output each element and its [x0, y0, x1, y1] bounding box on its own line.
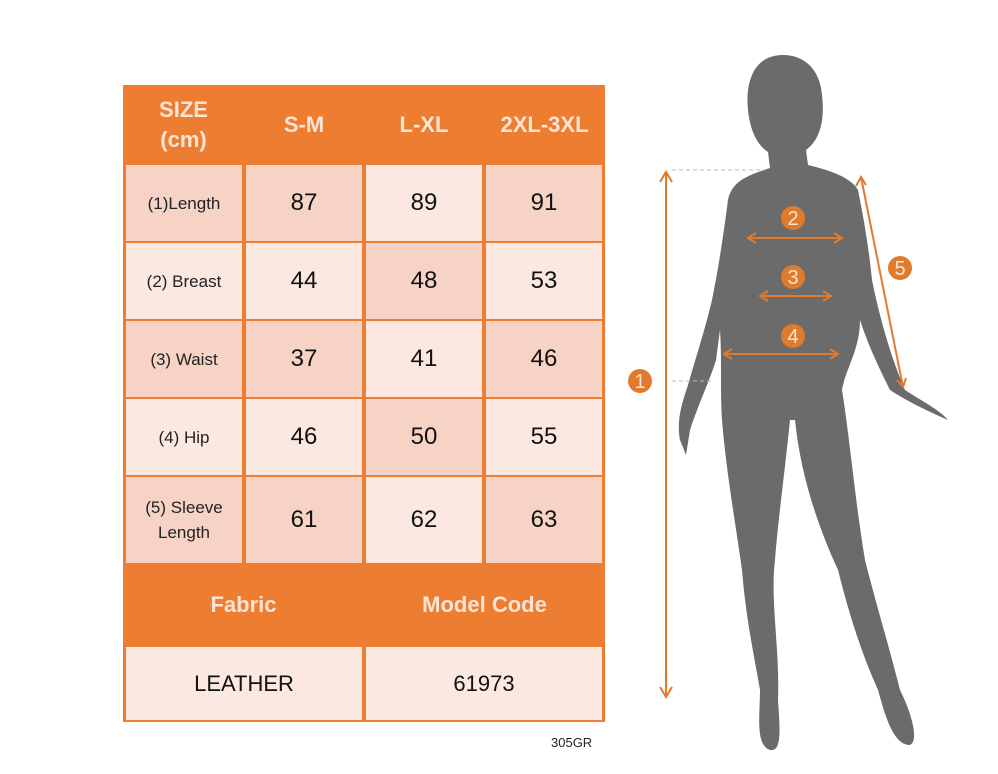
header-size: SIZE (cm) — [159, 97, 208, 152]
marker-label: 3 — [787, 267, 798, 289]
size-chart-table: SIZE (cm) S-M L-XL 2XL-3XL (1)Length 87 89… — [123, 85, 605, 722]
woman-silhouette — [678, 55, 948, 751]
row-label: (5) Sleeve Length — [126, 477, 242, 563]
marker-label: 5 — [894, 258, 905, 280]
row-label: (2) Breast — [126, 243, 242, 319]
header-fabric: Fabric — [210, 592, 277, 617]
marker-2: 2 — [781, 206, 805, 230]
size-value: 46 — [486, 321, 602, 397]
size-value: 50 — [366, 399, 482, 475]
marker-label: 1 — [634, 371, 645, 393]
size-value: 53 — [486, 243, 602, 319]
model-code-value: 61973 — [366, 647, 602, 720]
header-2xl-3xl: 2XL-3XL — [500, 112, 589, 137]
size-value: 62 — [366, 477, 482, 563]
marker-label: 4 — [787, 326, 798, 348]
size-value: 37 — [246, 321, 362, 397]
product-code: 305GR — [551, 735, 593, 750]
size-value: 89 — [366, 165, 482, 241]
size-value: 91 — [486, 165, 602, 241]
row-label: (3) Waist — [126, 321, 242, 397]
size-value: 55 — [486, 399, 602, 475]
size-value: 63 — [486, 477, 602, 563]
row-label: (1)Length — [126, 165, 242, 241]
size-value: 48 — [366, 243, 482, 319]
header-l-xl: L-XL — [399, 112, 449, 137]
marker-4: 4 — [781, 324, 805, 348]
row-label: (4) Hip — [126, 399, 242, 475]
marker-label: 2 — [787, 208, 798, 230]
size-value: 46 — [246, 399, 362, 475]
size-value: 87 — [246, 165, 362, 241]
size-value: 41 — [366, 321, 482, 397]
marker-1: 1 — [628, 369, 652, 393]
size-value: 61 — [246, 477, 362, 563]
size-value: 44 — [246, 243, 362, 319]
fabric-value: LEATHER — [126, 647, 362, 720]
measurement-arrows — [659, 169, 907, 699]
marker-5: 5 — [888, 256, 912, 280]
header-model-code: Model Code — [422, 592, 547, 617]
header-s-m: S-M — [283, 112, 325, 137]
marker-3: 3 — [781, 265, 805, 289]
